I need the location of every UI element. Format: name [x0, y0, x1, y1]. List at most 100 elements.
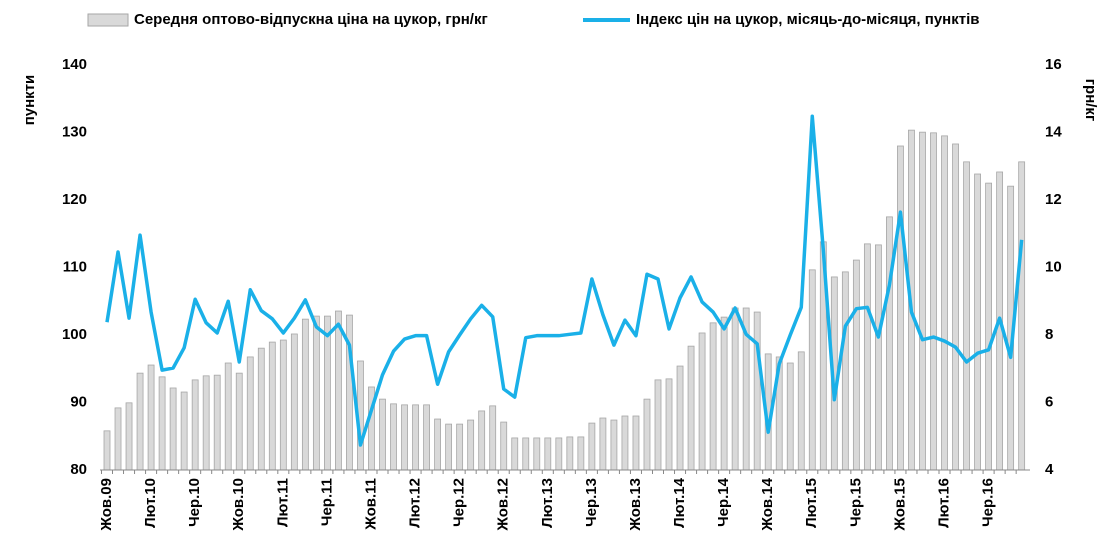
bar [1018, 161, 1026, 471]
y2-tick-label: 4 [1045, 461, 1054, 478]
bar [930, 132, 937, 471]
x-tick-label: Чер.16 [980, 478, 997, 527]
bar [125, 402, 133, 471]
bar [511, 437, 519, 471]
bar [709, 322, 717, 471]
bar [202, 375, 210, 471]
bar [257, 347, 265, 471]
bar [974, 173, 981, 471]
bar [577, 436, 585, 471]
line [105, 114, 1024, 447]
y-axis-label: пункти [21, 75, 38, 126]
bar [456, 423, 464, 471]
bar [191, 379, 199, 471]
bar [114, 407, 122, 471]
bar [478, 410, 486, 471]
bar [676, 365, 684, 471]
y-tick-label: 110 [63, 258, 87, 275]
bar [379, 398, 386, 471]
bar [434, 418, 442, 471]
x-tick-label: Чер.15 [847, 478, 864, 527]
bar [841, 271, 849, 471]
bar [731, 307, 739, 471]
legend-label: Середня оптово-відпускна ціна на цукор, … [134, 11, 488, 28]
bar [863, 243, 871, 471]
bar [963, 161, 970, 471]
bar [103, 430, 111, 471]
bar [412, 404, 419, 471]
legend-swatch [87, 13, 129, 27]
bar [335, 310, 342, 471]
x-tick-label: Жов.13 [627, 478, 644, 532]
bar [467, 419, 475, 471]
bar [500, 421, 508, 471]
x-tick-label: Лют.12 [407, 478, 424, 528]
bar [213, 374, 221, 471]
x-tick-label: Лют.16 [935, 478, 952, 528]
y-tick-label: 90 [70, 393, 87, 410]
bar [687, 345, 695, 471]
y2-tick-label: 14 [1045, 123, 1062, 140]
bar [566, 436, 574, 471]
bar [985, 182, 992, 471]
y2-tick-label: 6 [1045, 393, 1053, 410]
bar [588, 422, 596, 471]
y-tick-label: 120 [62, 191, 87, 208]
bar [169, 387, 177, 471]
y2-tick-label: 12 [1045, 191, 1062, 208]
bar [323, 315, 331, 471]
y-tick-label: 100 [62, 326, 87, 343]
bar [268, 341, 276, 471]
bar [621, 415, 629, 471]
x-tick-label: Лют.13 [539, 478, 556, 528]
x-tick-label: Чер.10 [186, 478, 203, 527]
x-tick-label: Лют.15 [803, 478, 820, 528]
y-tick-label: 80 [70, 461, 87, 478]
x-tick-label: Лют.10 [142, 478, 159, 528]
x-tick-label: Лют.11 [274, 478, 291, 527]
bar [797, 351, 805, 471]
bar [147, 364, 155, 471]
bar [224, 362, 232, 471]
bar [246, 356, 254, 471]
bar [753, 311, 761, 471]
bar [279, 339, 287, 471]
x-tick-label: Жов.10 [230, 478, 247, 532]
y2-tick-label: 16 [1045, 56, 1062, 73]
bar [290, 333, 298, 471]
bar [312, 315, 320, 471]
bar [720, 316, 728, 471]
bar [544, 437, 552, 471]
bar [952, 143, 959, 471]
bar [654, 379, 662, 471]
bar [875, 244, 882, 471]
bar [886, 216, 893, 471]
y-tick-label: 130 [62, 123, 87, 140]
x-tick-label: Жов.15 [891, 478, 908, 532]
x-tick-label: Чер.12 [451, 478, 468, 527]
bar [632, 415, 640, 471]
bar [445, 423, 453, 471]
y-tick-label: 140 [62, 56, 87, 73]
bar [599, 417, 607, 471]
bar [698, 332, 706, 471]
bar [643, 398, 651, 471]
x-tick-label: Лют.14 [671, 477, 688, 527]
bar [897, 145, 904, 471]
bar [235, 372, 243, 471]
x-tick-label: Чер.14 [715, 477, 732, 527]
y2-tick-label: 10 [1045, 258, 1062, 275]
bar [136, 372, 144, 471]
bar [158, 376, 166, 471]
x-tick-label: Жов.09 [98, 478, 115, 532]
y2-tick-label: 8 [1045, 326, 1053, 343]
y2-axis-label: грн/кг [1082, 79, 1099, 121]
bar [665, 378, 673, 471]
bar [786, 362, 794, 471]
bar [489, 405, 497, 471]
x-tick-label: Жов.12 [495, 478, 512, 532]
bar [533, 437, 541, 471]
bar [610, 419, 618, 471]
x-tick-label: Жов.11 [362, 478, 379, 531]
x-tick-label: Чер.11 [318, 478, 335, 526]
